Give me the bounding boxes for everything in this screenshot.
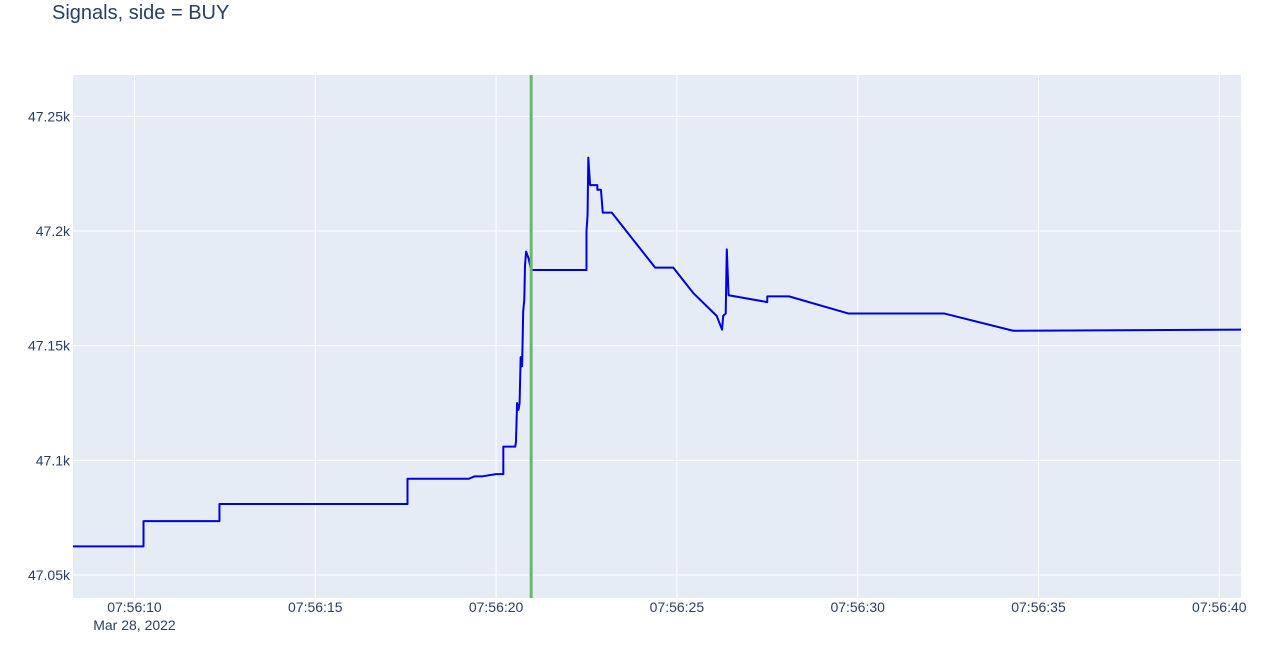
x-tick-label: 07:56:40 [1192, 599, 1247, 615]
y-axis-ticks: 47.05k 47.1k 47.15k 47.2k 47.25k [28, 108, 71, 583]
y-tick-label: 47.15k [28, 338, 71, 354]
x-tick-label: 07:56:35 [1011, 599, 1066, 615]
x-axis-ticks: 07:56:10 Mar 28, 2022 07:56:15 07:56:20 07:5… [93, 599, 1247, 633]
y-tick-label: 47.25k [28, 108, 71, 124]
y-tick-label: 47.2k [36, 223, 71, 239]
x-tick-label: 07:56:10 [107, 599, 162, 615]
plot-background [73, 75, 1241, 598]
x-tick-label: 07:56:25 [650, 599, 705, 615]
x-date-label: Mar 28, 2022 [93, 617, 176, 633]
x-tick-label: 07:56:30 [830, 599, 885, 615]
x-tick-label: 07:56:20 [469, 599, 524, 615]
y-tick-label: 47.1k [36, 452, 71, 468]
y-tick-label: 47.05k [28, 567, 71, 583]
chart-title: Signals, side = BUY [52, 2, 230, 24]
price-series-line [73, 156, 1242, 548]
x-tick-label: 07:56:15 [288, 599, 343, 615]
series-layer [73, 156, 1242, 548]
gridlines [73, 75, 1241, 598]
